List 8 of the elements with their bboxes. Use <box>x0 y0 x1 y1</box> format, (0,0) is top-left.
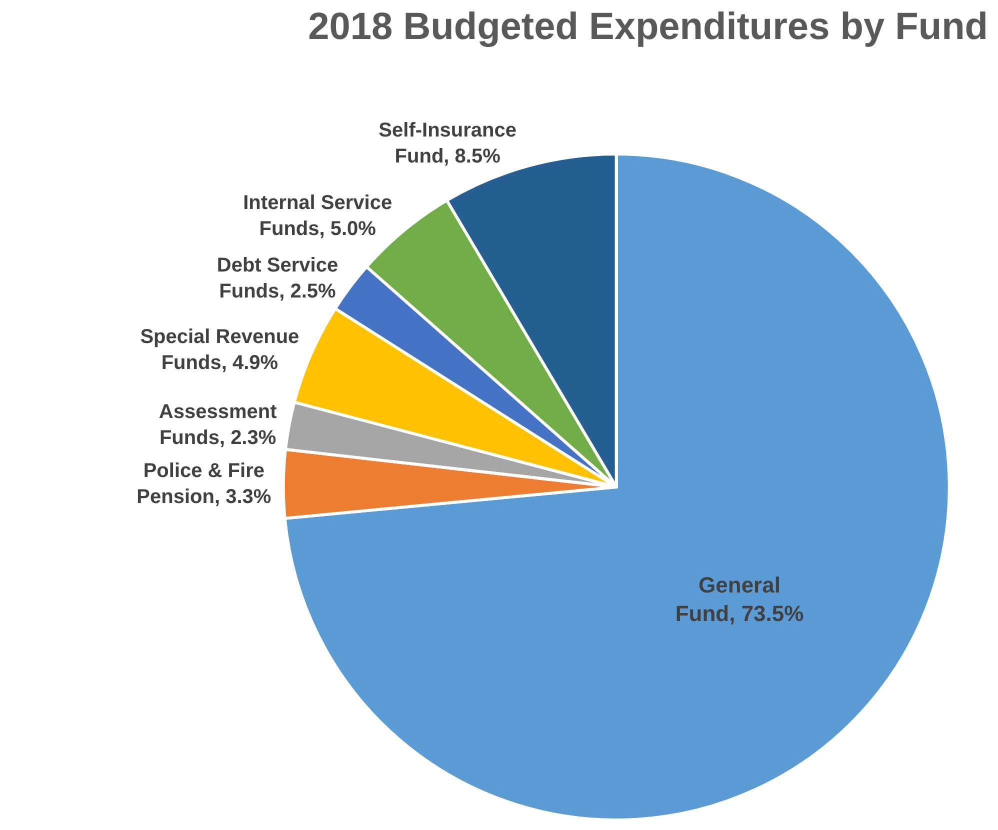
slice-label: Assessment Funds, 2.3% <box>158 400 278 449</box>
slice-label: General Fund, 73.5% <box>675 572 804 626</box>
slice-label: Self-Insurance Fund, 8.5% <box>378 119 516 168</box>
slice-label: Internal Service Funds, 5.0% <box>243 192 392 240</box>
slice-label: Special Revenue Funds, 4.9% <box>140 326 300 374</box>
slice-label: Debt Service Funds, 2.5% <box>216 254 338 302</box>
slice-label: Police & Fire Pension, 3.3% <box>136 460 272 508</box>
chart-title: 2018 Budgeted Expenditures by Fund <box>308 6 988 48</box>
